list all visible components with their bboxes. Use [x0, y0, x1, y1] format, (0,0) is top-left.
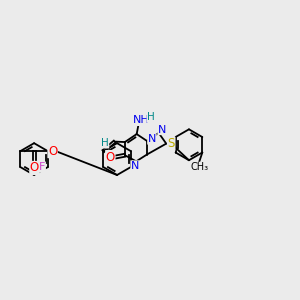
Text: CH₃: CH₃	[191, 162, 209, 172]
Text: S: S	[167, 137, 175, 150]
Text: NH: NH	[133, 116, 150, 125]
Text: N: N	[148, 134, 156, 144]
Text: N: N	[131, 161, 139, 171]
Text: N: N	[158, 124, 166, 134]
Text: O: O	[106, 151, 115, 164]
Text: O: O	[30, 161, 39, 175]
Text: H: H	[147, 112, 155, 122]
Text: O: O	[48, 145, 57, 158]
Text: F: F	[39, 162, 45, 172]
Text: H: H	[101, 138, 109, 148]
